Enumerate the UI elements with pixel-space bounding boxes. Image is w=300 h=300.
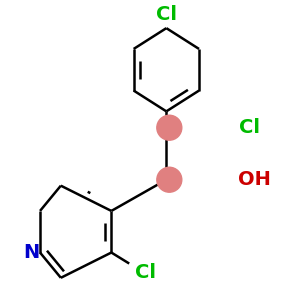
Text: OH: OH xyxy=(238,170,271,189)
Circle shape xyxy=(157,167,182,192)
Text: Cl: Cl xyxy=(156,5,177,24)
Circle shape xyxy=(157,115,182,140)
Text: Cl: Cl xyxy=(135,263,156,282)
Text: N: N xyxy=(23,243,39,262)
Text: Cl: Cl xyxy=(239,118,260,137)
